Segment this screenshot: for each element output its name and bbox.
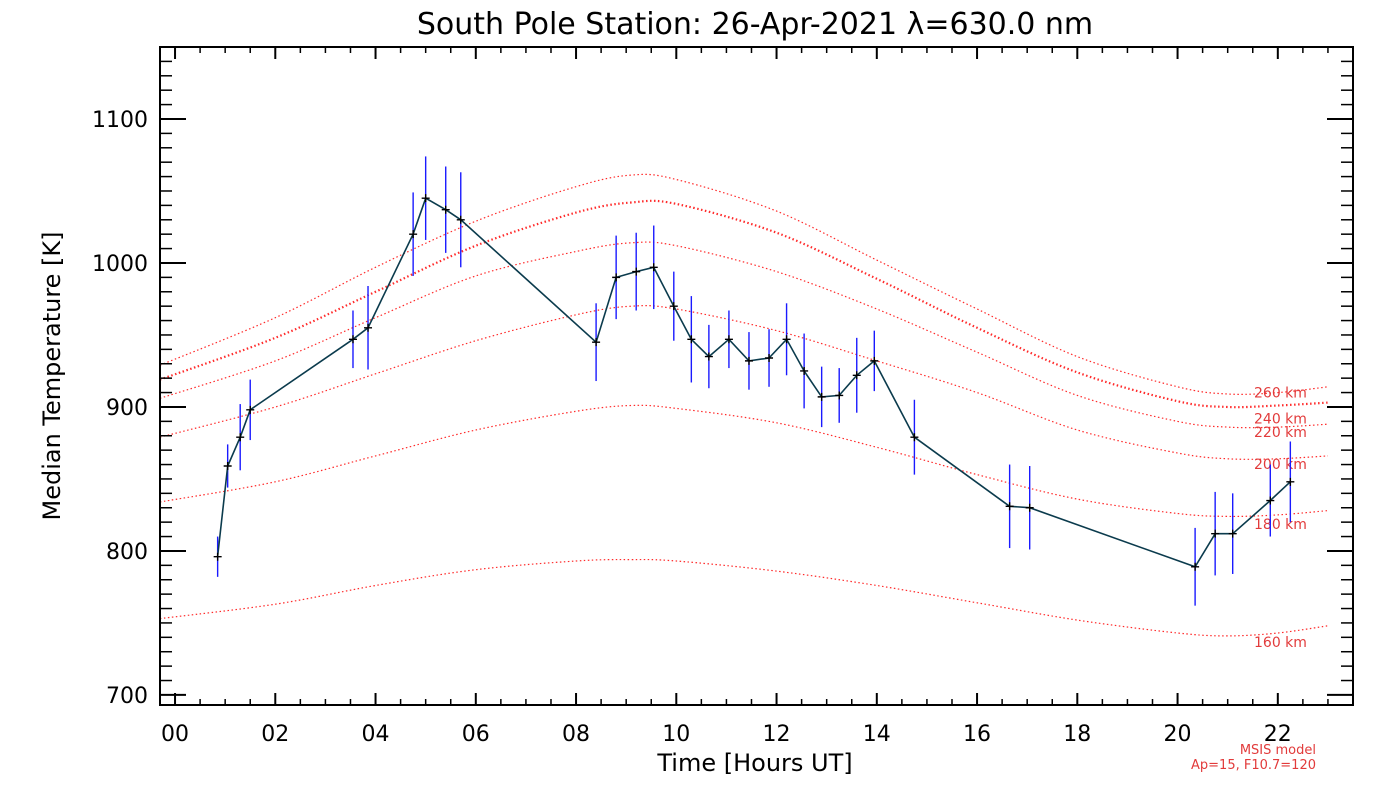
data-point — [1211, 529, 1220, 538]
data-point — [409, 230, 418, 239]
data-point — [421, 194, 430, 203]
y-tick-label: 1000 — [92, 252, 148, 277]
data-point — [870, 356, 879, 365]
data-point — [649, 263, 658, 272]
data-point — [592, 338, 601, 347]
model-curve-160-km — [159, 558, 1328, 637]
data-point — [1005, 502, 1014, 511]
data-point — [669, 302, 678, 311]
model-curve-label: 220 km — [1254, 425, 1307, 441]
model-note-line2: Ap=15, F10.7=120 — [1191, 758, 1316, 773]
model-curve-260-km — [159, 173, 1328, 395]
y-tick-label: 1100 — [92, 108, 148, 133]
data-point — [704, 352, 713, 361]
x-tick-label: 16 — [963, 722, 991, 747]
y-tick-label: 700 — [106, 684, 148, 709]
x-tick-label: 12 — [763, 722, 791, 747]
data-point — [1228, 529, 1237, 538]
data-point — [612, 273, 621, 282]
data-point — [1025, 503, 1034, 512]
data-series — [213, 194, 1295, 571]
data-point — [687, 335, 696, 344]
data-point — [852, 371, 861, 380]
chart-title: South Pole Station: 26-Apr-2021 λ=630.0 … — [417, 7, 1093, 42]
model-curve-label: 200 km — [1254, 457, 1307, 473]
x-axis-label: Time [Hours UT] — [656, 749, 852, 777]
x-tick-label: 02 — [261, 722, 289, 747]
data-point — [1266, 496, 1275, 505]
data-point — [744, 356, 753, 365]
data-point — [223, 461, 232, 470]
x-tick-label: 14 — [863, 722, 891, 747]
x-tick-label: 20 — [1164, 722, 1192, 747]
x-tick-label: 18 — [1063, 722, 1091, 747]
data-point — [835, 391, 844, 400]
x-tick-label: 08 — [562, 722, 590, 747]
data-point — [800, 366, 809, 375]
model-curve-label: 180 km — [1254, 517, 1307, 533]
model-curve-200-km — [159, 304, 1328, 460]
model-curve-220-km — [159, 241, 1328, 429]
data-point — [817, 392, 826, 401]
data-point — [632, 267, 641, 276]
error-bars — [216, 156, 1292, 606]
data-point — [236, 433, 245, 442]
x-tick-label: 10 — [662, 722, 690, 747]
model-note-line1: MSIS model — [1240, 743, 1316, 758]
data-point — [441, 205, 450, 214]
y-tick-label: 800 — [106, 540, 148, 565]
data-point — [910, 433, 919, 442]
data-point — [364, 323, 373, 332]
data-point — [765, 354, 774, 363]
x-tick-label: 22 — [1264, 722, 1292, 747]
data-line — [216, 197, 1291, 568]
data-point — [213, 552, 222, 561]
data-point — [348, 335, 357, 344]
x-tick-label: 00 — [161, 722, 189, 747]
model-curve-label: 260 km — [1254, 386, 1307, 402]
data-point — [1286, 477, 1295, 486]
model-curve-label: 240 km — [1254, 412, 1307, 428]
model-curve-240-km — [159, 199, 1328, 409]
x-tick-label: 04 — [362, 722, 390, 747]
model-curve-180-km — [159, 404, 1328, 518]
y-axis-label: Median Temperature [K] — [38, 231, 66, 520]
x-tick-label: 06 — [462, 722, 490, 747]
data-point — [724, 335, 733, 344]
data-point — [246, 405, 255, 414]
data-point — [1191, 562, 1200, 571]
model-curve-label: 160 km — [1254, 635, 1307, 651]
y-tick-label: 900 — [106, 396, 148, 421]
data-point — [456, 215, 465, 224]
plot-frame — [159, 46, 1354, 706]
data-point — [782, 335, 791, 344]
